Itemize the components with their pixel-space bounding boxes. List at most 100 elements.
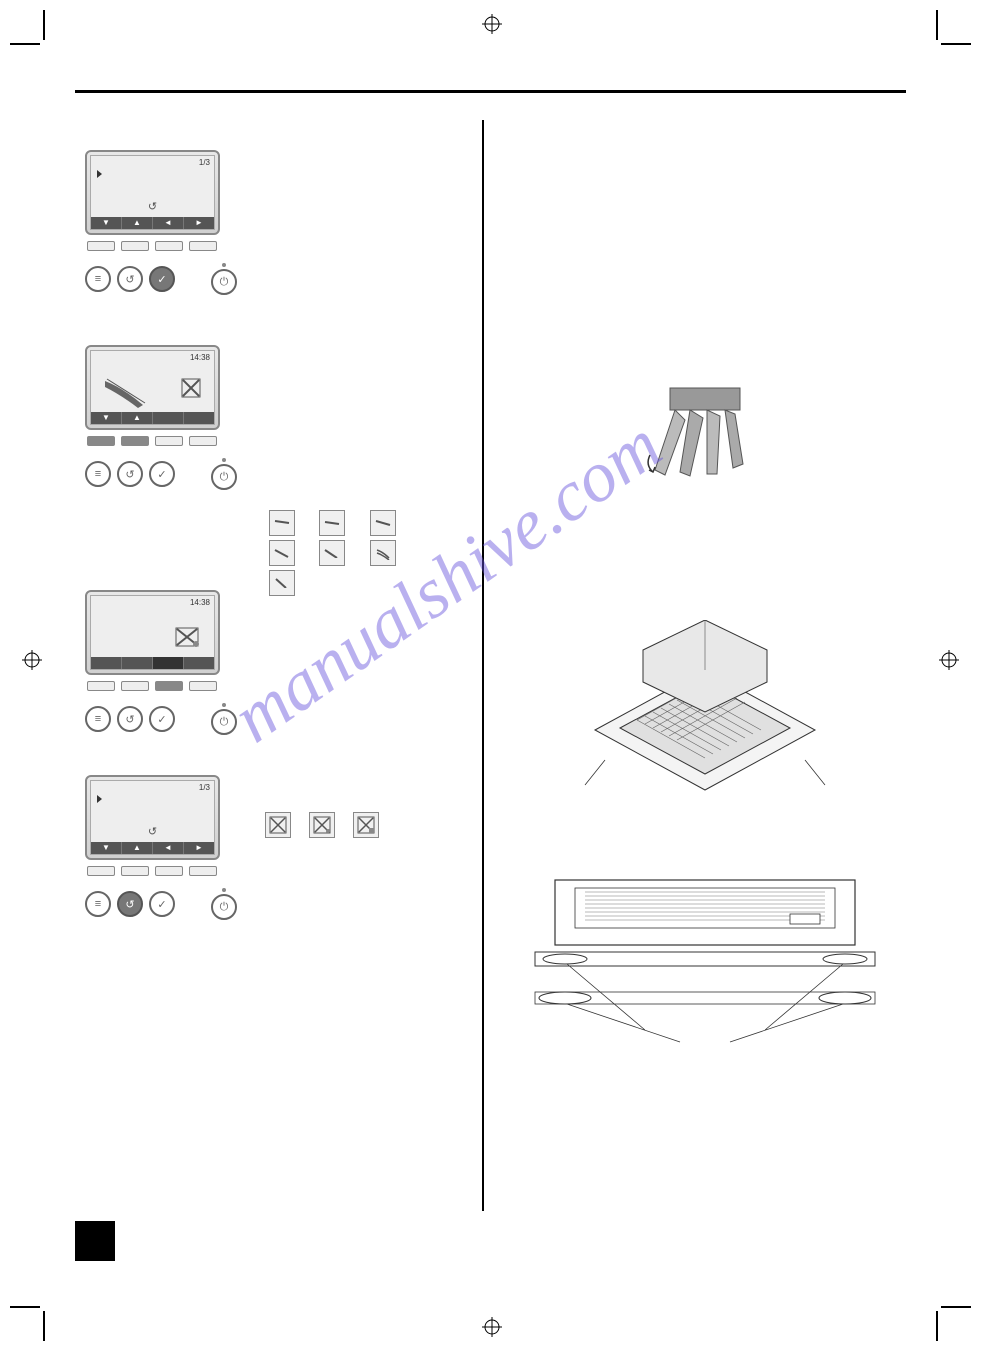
menu-button[interactable]: ≡	[85, 461, 111, 487]
soft-buttons-3	[87, 681, 240, 691]
soft-btn[interactable]	[121, 241, 149, 251]
ok-button[interactable]: ✓	[149, 891, 175, 917]
nav-right: ►	[184, 217, 214, 229]
nav-blank	[91, 657, 122, 669]
crop-mark-top-right	[931, 10, 971, 50]
screen1-indicator: 1/3	[199, 158, 210, 167]
back-button[interactable]: ↺	[117, 266, 143, 292]
louver-icon	[265, 812, 291, 838]
left-column: 1/3 ↺ ▼ ▲ ◄ ► ≡ ↺	[75, 120, 466, 930]
ctrl-row-3: ≡ ↺ ✓ ⏻	[85, 703, 240, 735]
menu-button[interactable]: ≡	[85, 266, 111, 292]
page-content: 1/3 ↺ ▼ ▲ ◄ ► ≡ ↺	[75, 90, 906, 1261]
remote-step-1: 1/3 ↺ ▼ ▲ ◄ ► ≡ ↺	[85, 150, 240, 295]
soft-btn[interactable]	[121, 436, 149, 446]
power-group: ⏻	[211, 458, 237, 490]
cursor-icon	[97, 170, 102, 178]
top-rule	[75, 90, 906, 93]
cassette-unit-illustration	[575, 620, 835, 800]
remote-step-3: 14:38 ≡	[85, 590, 240, 735]
soft-buttons-4	[87, 866, 240, 876]
back-button[interactable]: ↺	[117, 706, 143, 732]
ctrl-row-1: ≡ ↺ ✓ ⏻	[85, 263, 240, 295]
soft-btn[interactable]	[87, 241, 115, 251]
nav-right: ►	[184, 842, 214, 854]
soft-btn[interactable]	[189, 866, 217, 876]
remote-step-2: 14:38 ▼ ▲	[85, 345, 240, 490]
louver-icon	[309, 812, 335, 838]
ctrl-row-2: ≡ ↺ ✓ ⏻	[85, 458, 240, 490]
screen-4: 1/3 ↺ ▼ ▲ ◄ ►	[85, 775, 220, 860]
registration-mark-bottom	[482, 1317, 502, 1337]
soft-btn[interactable]	[87, 436, 115, 446]
nav-up: ▲	[122, 217, 153, 229]
screen-3: 14:38	[85, 590, 220, 675]
screen2-nav: ▼ ▲	[91, 412, 214, 424]
ok-button[interactable]: ✓	[149, 266, 175, 292]
soft-btn[interactable]	[121, 866, 149, 876]
vane-pos-icon	[269, 540, 295, 566]
power-button[interactable]: ⏻	[211, 894, 237, 920]
nav-left: ◄	[153, 842, 184, 854]
screen3-time: 14:38	[190, 598, 210, 607]
screen2-time: 14:38	[190, 353, 210, 362]
nav-down: ▼	[91, 217, 122, 229]
soft-btn[interactable]	[155, 241, 183, 251]
soft-btn[interactable]	[87, 866, 115, 876]
screen1-nav: ▼ ▲ ◄ ►	[91, 217, 214, 229]
power-group: ⏻	[211, 888, 237, 920]
screen-1: 1/3 ↺ ▼ ▲ ◄ ►	[85, 150, 220, 235]
vane-pos-icon	[269, 510, 295, 536]
screen4-back-icon: ↺	[148, 825, 157, 838]
screen4-indicator: 1/3	[199, 783, 210, 792]
power-button[interactable]: ⏻	[211, 709, 237, 735]
louver-icon	[353, 812, 379, 838]
ok-button[interactable]: ✓	[149, 461, 175, 487]
vane-pos-icon	[319, 540, 345, 566]
louver-icon	[180, 377, 202, 404]
back-button[interactable]: ↺	[117, 461, 143, 487]
menu-button[interactable]: ≡	[85, 706, 111, 732]
screen1-back-icon: ↺	[148, 200, 157, 213]
vane-options	[265, 510, 396, 596]
soft-btn[interactable]	[87, 681, 115, 691]
screen-2: 14:38 ▼ ▲	[85, 345, 220, 430]
registration-mark-right	[939, 650, 959, 670]
back-button[interactable]: ↺	[117, 891, 143, 917]
soft-btn[interactable]	[155, 681, 183, 691]
registration-mark-left	[22, 650, 42, 670]
soft-btn[interactable]	[189, 241, 217, 251]
nav-up: ▲	[122, 412, 153, 424]
crop-mark-bottom-right	[931, 1301, 971, 1341]
ok-button[interactable]: ✓	[149, 706, 175, 732]
louver-options	[265, 812, 379, 838]
nav-down: ▼	[91, 412, 122, 424]
nav-down: ▼	[91, 842, 122, 854]
soft-btn[interactable]	[189, 681, 217, 691]
soft-buttons-1	[87, 241, 240, 251]
nav-left: ◄	[153, 217, 184, 229]
right-column	[515, 120, 906, 1090]
column-divider	[482, 120, 484, 1211]
soft-btn[interactable]	[155, 866, 183, 876]
registration-mark-top	[482, 14, 502, 34]
crop-mark-top-left	[10, 10, 50, 50]
nav-blank	[184, 657, 214, 669]
screen4-nav: ▼ ▲ ◄ ►	[91, 842, 214, 854]
vane-swing-icon	[370, 540, 396, 566]
soft-buttons-2	[87, 436, 240, 446]
soft-btn[interactable]	[155, 436, 183, 446]
power-button[interactable]: ⏻	[211, 269, 237, 295]
soft-btn[interactable]	[121, 681, 149, 691]
nav-blank	[153, 412, 184, 424]
menu-button[interactable]: ≡	[85, 891, 111, 917]
nav-up: ▲	[122, 842, 153, 854]
power-group: ⏻	[211, 703, 237, 735]
filter-component-illustration	[635, 380, 795, 480]
vane-icon	[103, 373, 151, 411]
page-number-box	[75, 1221, 115, 1261]
louver-off-icon	[174, 626, 200, 653]
soft-btn[interactable]	[189, 436, 217, 446]
power-button[interactable]: ⏻	[211, 464, 237, 490]
panel-latch-illustration	[525, 870, 885, 1050]
